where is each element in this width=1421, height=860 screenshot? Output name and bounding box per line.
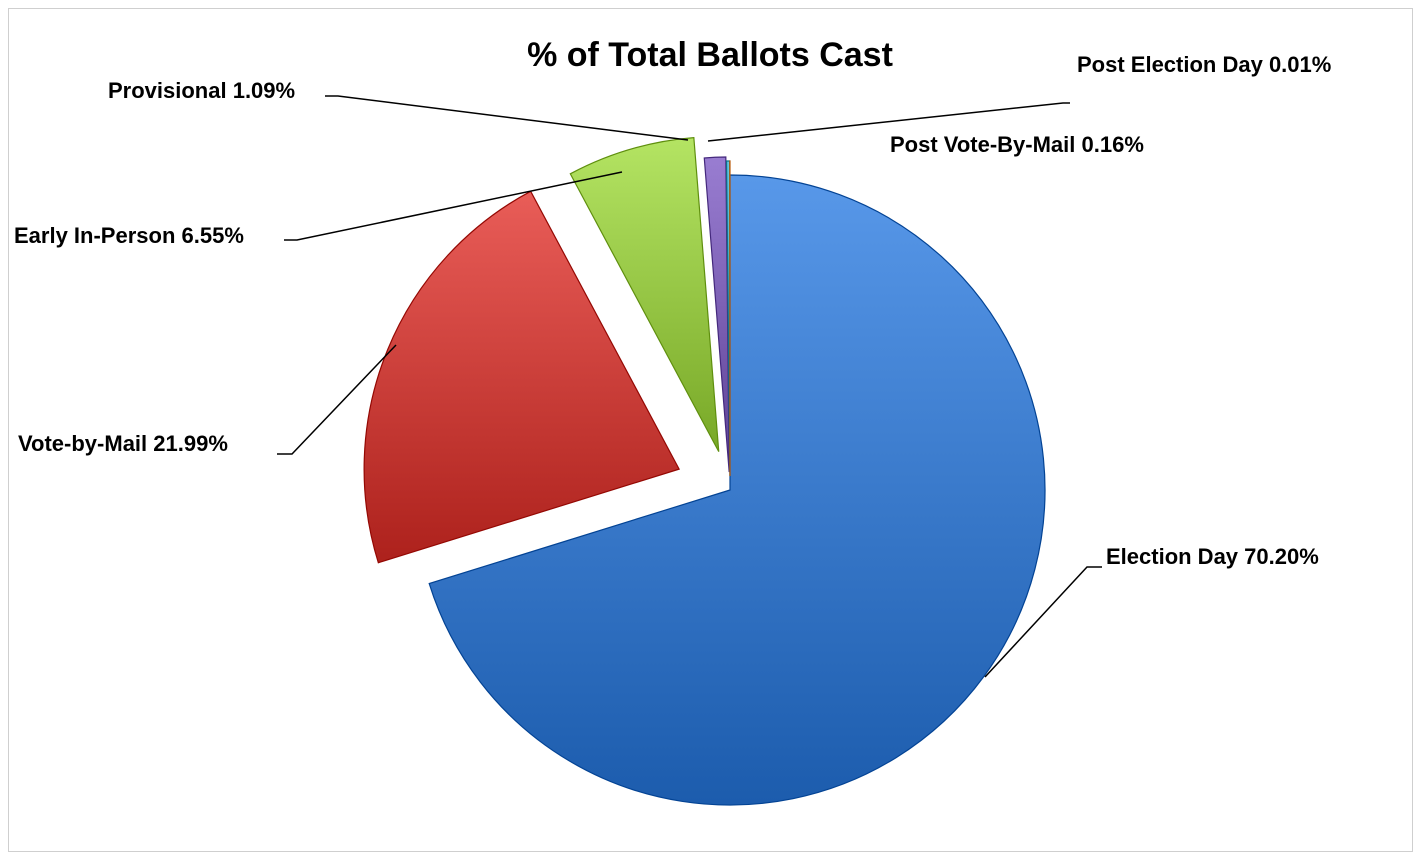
pie-slice-election-day (428, 174, 1046, 806)
chart-title: % of Total Ballots Cast (527, 36, 893, 74)
pie-slice-vote-by-mail (363, 190, 680, 564)
data-label-early-in-person: Early In-Person 6.55% (14, 223, 244, 248)
leader-line-vote-by-mail (277, 344, 397, 455)
leader-line-early-in-person (284, 171, 623, 241)
data-label-post-vote-by-mail: Post Vote-By-Mail 0.16% (890, 132, 1144, 157)
leader-line-post-election-day (707, 102, 1070, 142)
data-label-vote-by-mail: Vote-by-Mail 21.99% (18, 431, 228, 456)
leader-line-provisional (325, 95, 689, 141)
pie-slice-provisional (703, 156, 730, 473)
data-label-election-day: Election Day 70.20% (1106, 544, 1319, 569)
leader-line-election-day (984, 566, 1102, 678)
data-label-provisional: Provisional 1.09% (108, 78, 295, 103)
data-label-post-election-day: Post Election Day 0.01% (1077, 52, 1331, 77)
pie-slice-early-in-person (569, 136, 720, 452)
